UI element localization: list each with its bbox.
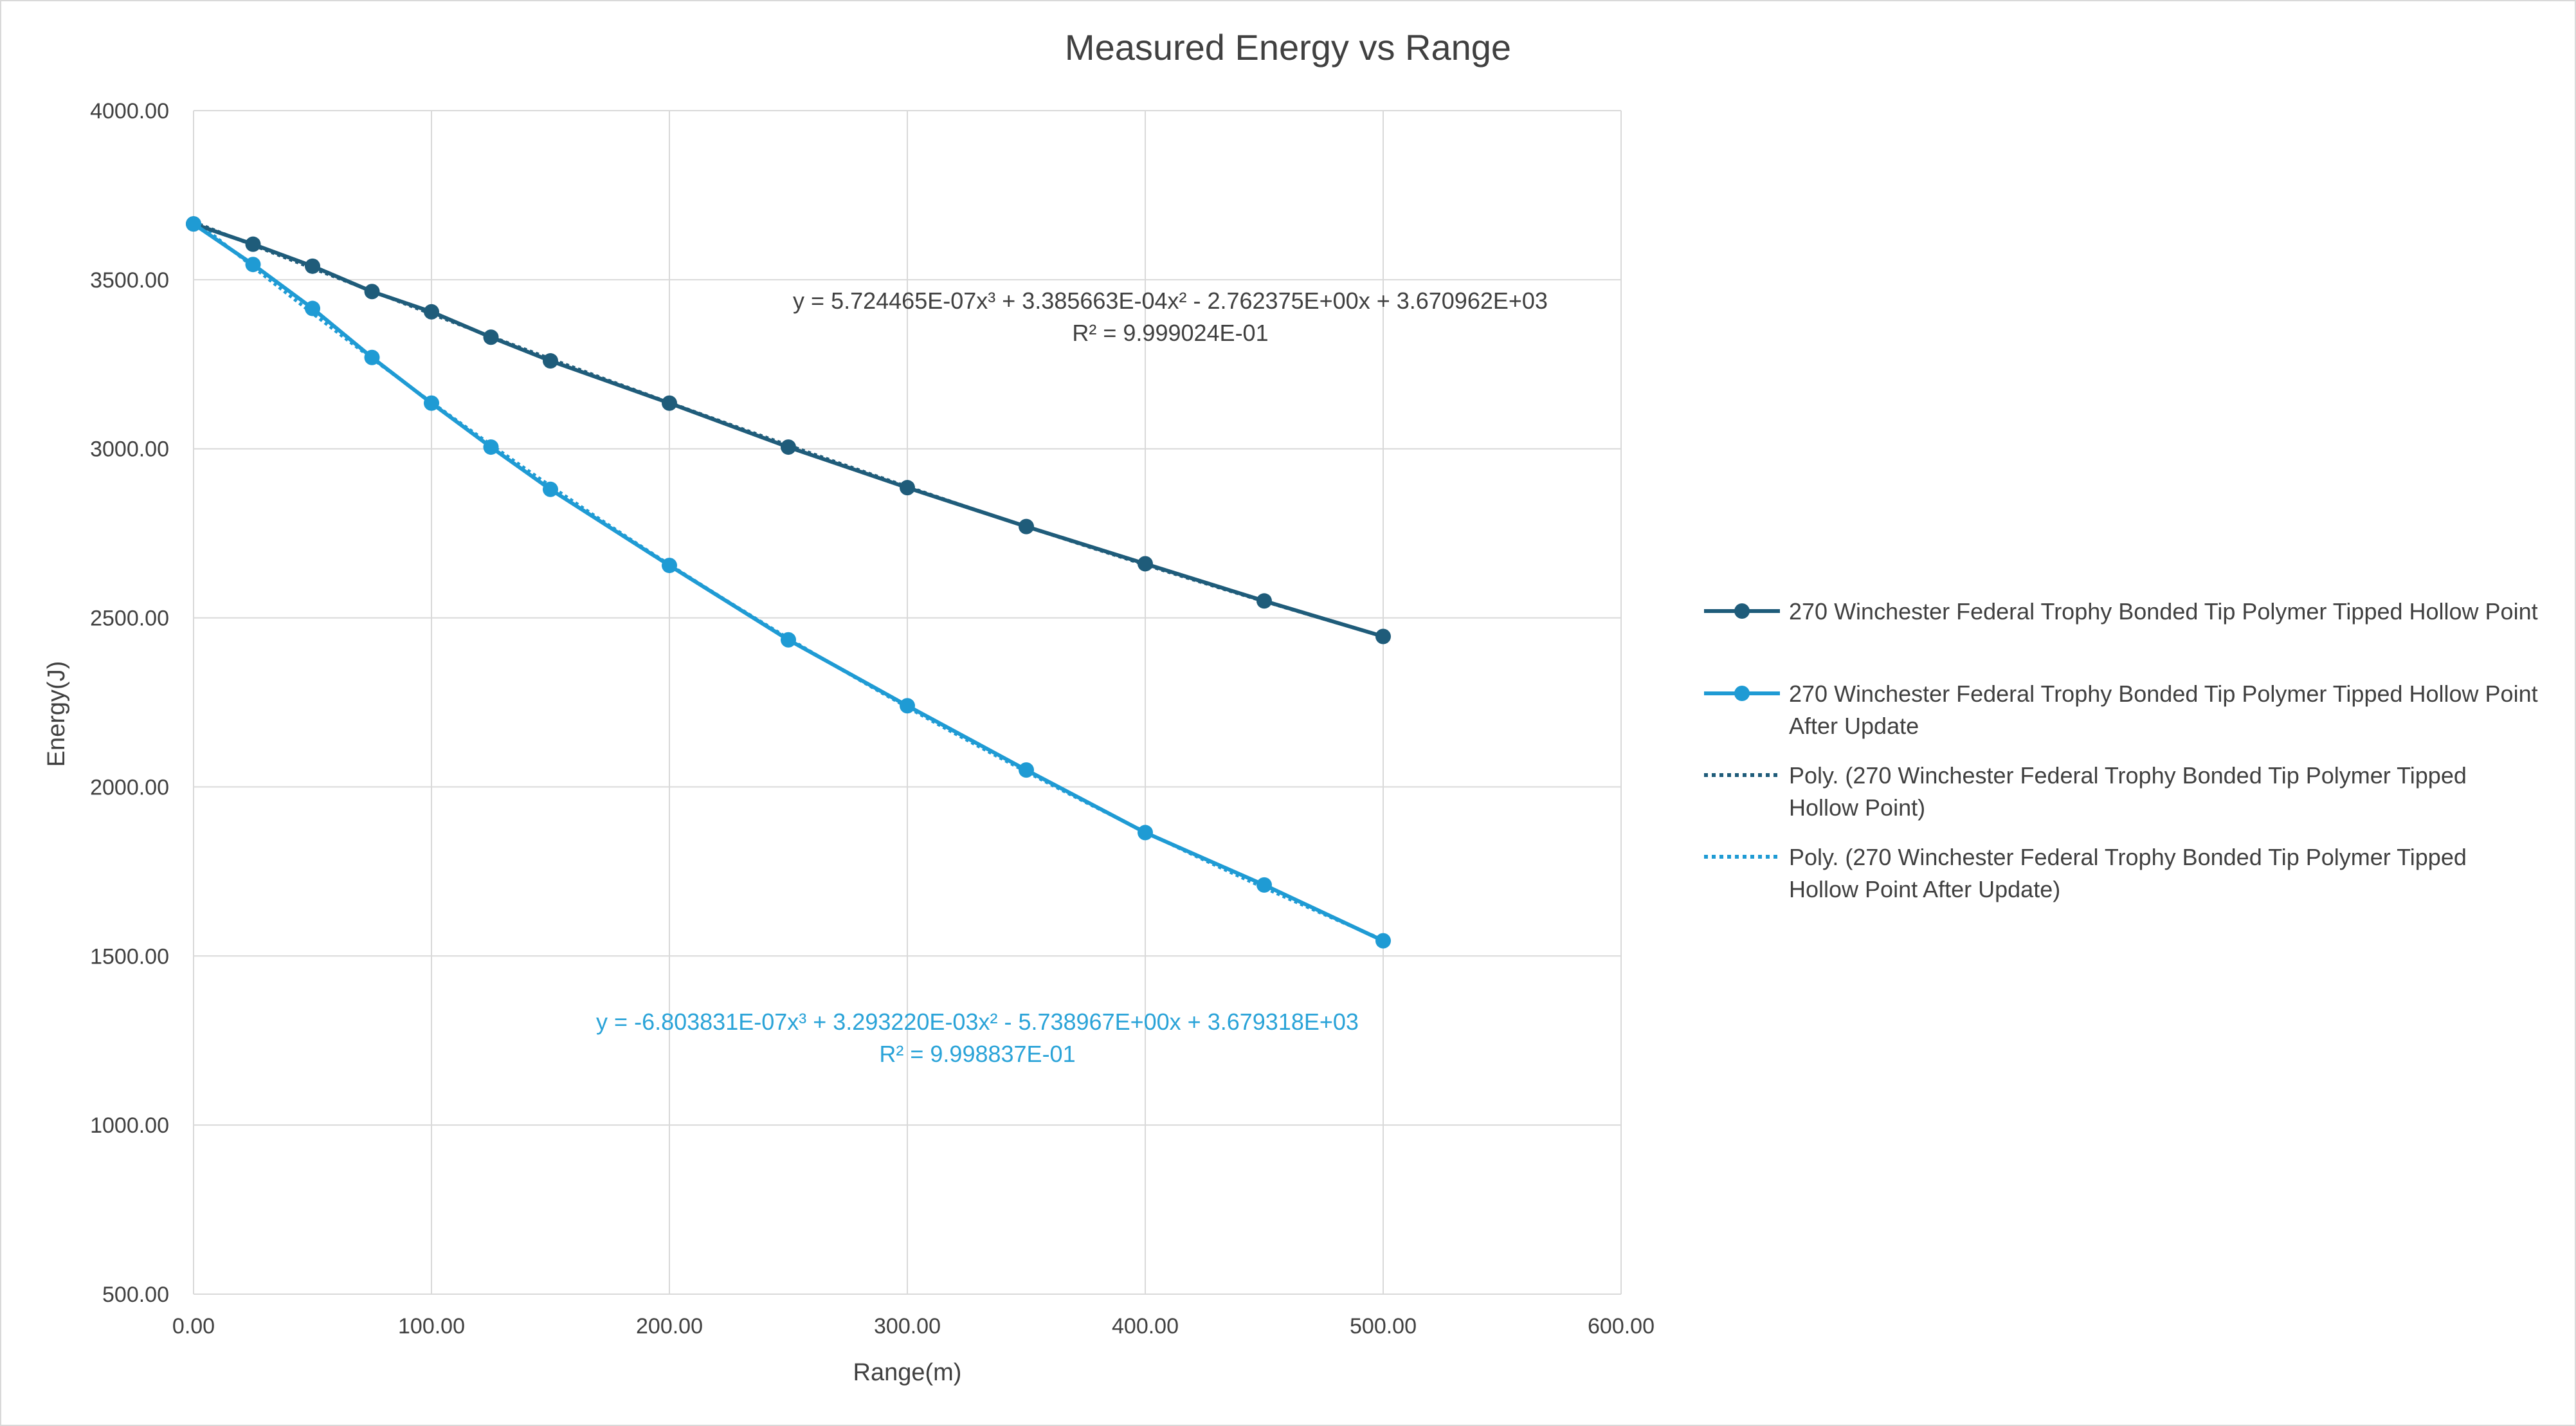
legend: 270 Winchester Federal Trophy Bonded Tip… xyxy=(1704,598,2538,902)
trendline-equation-2: y = -6.803831E-07x³ + 3.293220E-03x² - 5… xyxy=(596,1009,1359,1067)
tick-labels: 500.00 1000.00 1500.00 2000.00 2500.00 3000.0… xyxy=(90,99,1655,1339)
legend-label-series-2-line-2: After Update xyxy=(1789,713,1919,739)
series-1-point xyxy=(1375,628,1391,644)
legend-label-trend-1-line-1: Poly. (270 Winchester Federal Trophy Bon… xyxy=(1789,762,2467,789)
trendline-2-equation: y = -6.803831E-07x³ + 3.293220E-03x² - 5… xyxy=(596,1009,1359,1035)
series-1-point xyxy=(662,395,677,411)
y-tick-label: 3000.00 xyxy=(90,437,169,462)
legend-entry-series-2: 270 Winchester Federal Trophy Bonded Tip… xyxy=(1704,681,2538,739)
series-2-point xyxy=(781,632,796,648)
series-1-point xyxy=(245,236,261,252)
y-tick-label: 2500.00 xyxy=(90,607,169,631)
legend-label-trend-2-line-1: Poly. (270 Winchester Federal Trophy Bon… xyxy=(1789,844,2467,870)
series-2-point xyxy=(305,300,320,316)
series-2-point xyxy=(1375,933,1391,949)
x-tick-label: 300.00 xyxy=(874,1314,941,1339)
chart-title: Measured Energy vs Range xyxy=(1065,27,1511,68)
series-1-point xyxy=(305,258,320,274)
series-1-point xyxy=(781,439,796,455)
legend-label-series-1: 270 Winchester Federal Trophy Bonded Tip… xyxy=(1789,598,2538,625)
y-tick-label: 1000.00 xyxy=(90,1113,169,1138)
series-1-point xyxy=(364,284,380,300)
series-2-point xyxy=(662,558,677,574)
series-1-point xyxy=(1138,556,1153,572)
series-2 xyxy=(186,216,1391,949)
y-tick-label: 1500.00 xyxy=(90,944,169,969)
series-1-point xyxy=(1256,593,1272,609)
y-tick-label: 3500.00 xyxy=(90,268,169,293)
series-2-point xyxy=(1019,762,1034,778)
x-tick-label: 100.00 xyxy=(398,1314,465,1339)
trendline-equation-1: y = 5.724465E-07x³ + 3.385663E-04x² - 2.… xyxy=(793,288,1548,346)
series-2-point xyxy=(364,349,380,365)
series-1-point xyxy=(900,480,915,496)
series-2-point xyxy=(424,395,439,411)
x-tick-label: 600.00 xyxy=(1588,1314,1655,1339)
series-2-point xyxy=(543,481,558,497)
grid xyxy=(193,110,1622,1295)
trendline-1-equation: y = 5.724465E-07x³ + 3.385663E-04x² - 2.… xyxy=(793,288,1548,314)
x-tick-label: 0.00 xyxy=(172,1314,215,1339)
y-axis-title: Energy(J) xyxy=(43,661,70,767)
series-2-point xyxy=(1256,877,1272,893)
series-1-point xyxy=(424,304,439,320)
series-1 xyxy=(186,216,1391,644)
legend-label-trend-2-line-2: Hollow Point After Update) xyxy=(1789,876,2060,902)
series-1-point xyxy=(1019,518,1034,535)
legend-entry-trend-2: Poly. (270 Winchester Federal Trophy Bon… xyxy=(1704,844,2467,902)
x-tick-label: 200.00 xyxy=(636,1314,703,1339)
trendline-1-r2: R² = 9.999024E-01 xyxy=(1072,320,1268,346)
x-tick-label: 400.00 xyxy=(1112,1314,1179,1339)
series-2-point xyxy=(1138,825,1153,841)
legend-entry-series-1: 270 Winchester Federal Trophy Bonded Tip… xyxy=(1704,598,2538,625)
x-axis-title: Range(m) xyxy=(853,1359,962,1386)
data-series xyxy=(186,216,1391,949)
legend-marker-series-2 xyxy=(1734,686,1750,701)
series-2-point xyxy=(900,698,915,714)
series-2-point xyxy=(483,439,499,455)
series-1-point xyxy=(483,329,499,345)
series-1-line xyxy=(193,222,1384,639)
legend-label-trend-1-line-2: Hollow Point) xyxy=(1789,794,1925,821)
legend-marker-series-1 xyxy=(1734,603,1750,619)
series-2-point xyxy=(245,257,261,273)
x-tick-label: 500.00 xyxy=(1350,1314,1417,1339)
series-2-line xyxy=(192,222,1384,943)
series-2-point xyxy=(186,216,201,232)
y-tick-label: 2000.00 xyxy=(90,775,169,800)
y-tick-label: 500.00 xyxy=(102,1283,169,1307)
y-tick-label: 4000.00 xyxy=(90,99,169,123)
series-1-point xyxy=(543,353,558,369)
trendline-2-r2: R² = 9.998837E-01 xyxy=(879,1041,1075,1067)
legend-label-series-2-line-1: 270 Winchester Federal Trophy Bonded Tip… xyxy=(1789,681,2538,707)
legend-entry-trend-1: Poly. (270 Winchester Federal Trophy Bon… xyxy=(1704,762,2467,821)
